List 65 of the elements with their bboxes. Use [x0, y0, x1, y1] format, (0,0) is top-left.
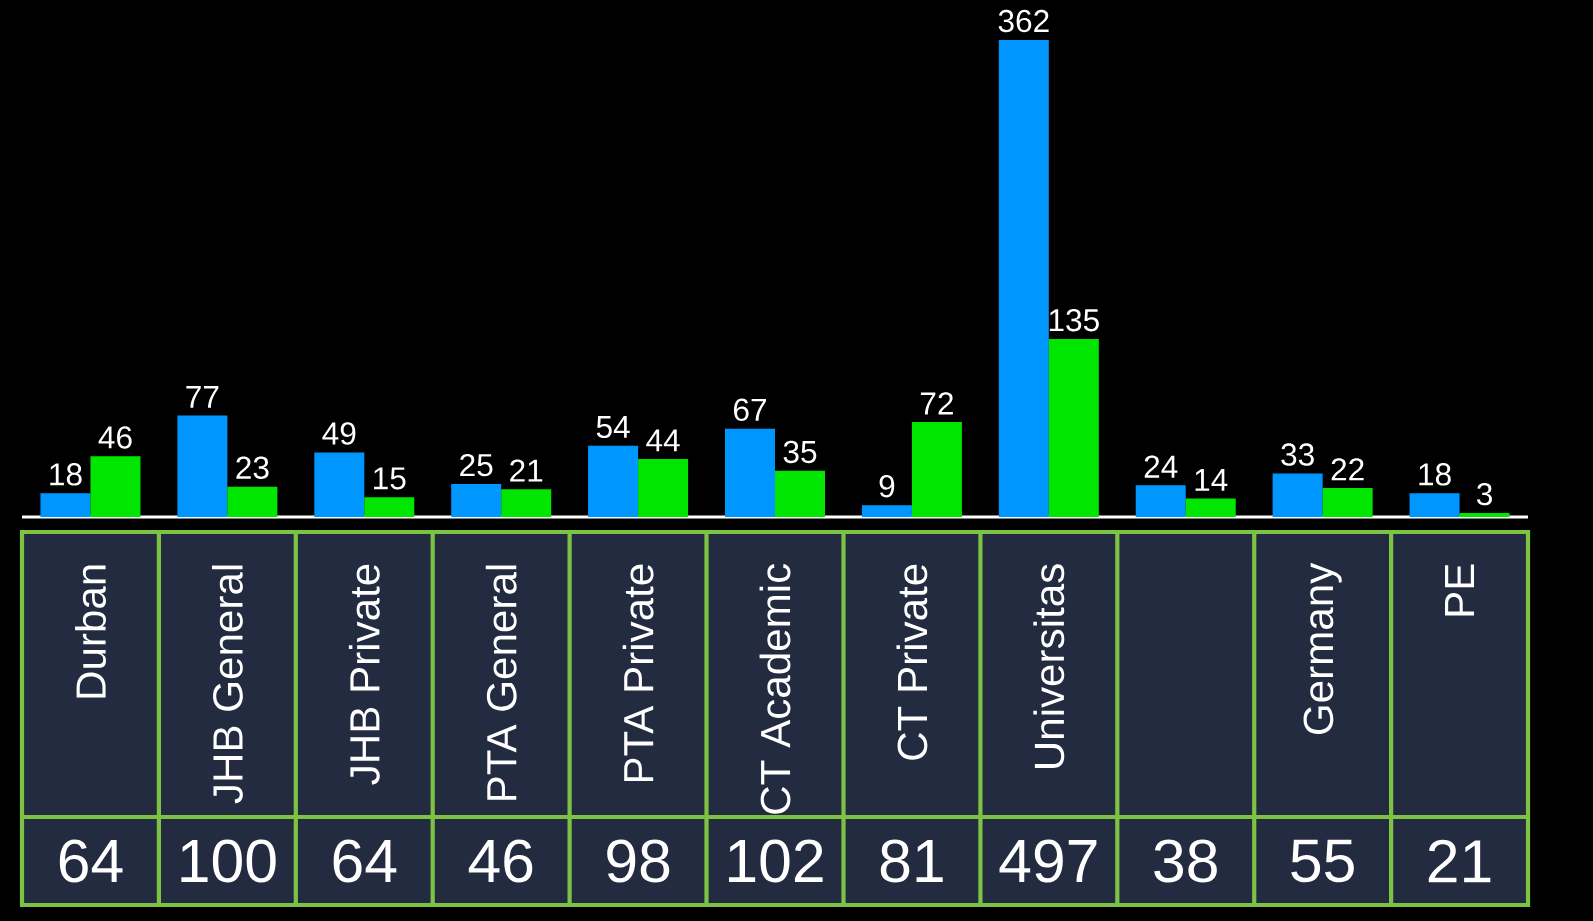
- data-label: 18: [50, 463, 82, 486]
- bar: [1185, 498, 1236, 517]
- x-tick-label: CT Academic: [759, 563, 791, 814]
- bar: [1135, 485, 1186, 517]
- bar: [638, 459, 689, 517]
- data-label: 33: [1281, 443, 1314, 466]
- bar: [1459, 513, 1510, 517]
- data-label: 362: [998, 9, 1049, 33]
- x-tick-label: JHB General: [211, 565, 243, 804]
- data-label: 22: [1331, 458, 1364, 481]
- bar: [227, 486, 278, 517]
- bar: [775, 470, 825, 517]
- text: 21: [1428, 839, 1491, 883]
- x-tick-label: Durban: [75, 565, 106, 698]
- data-label: 18: [1419, 463, 1451, 486]
- text: 102: [728, 839, 823, 883]
- data-label: 9: [879, 474, 895, 498]
- data-label: 135: [1049, 308, 1099, 332]
- text: 55: [1291, 839, 1354, 883]
- data-label: 14: [1195, 469, 1228, 491]
- data-label: 72: [920, 392, 953, 415]
- x-tick-label: Universitas: [1033, 564, 1065, 769]
- x-tick-label: PTA General: [485, 565, 517, 800]
- data-label: 44: [646, 429, 680, 452]
- bar: [588, 445, 639, 517]
- bar: [90, 456, 141, 517]
- bar: [1322, 488, 1373, 517]
- x-tick-label: PTA Private: [622, 564, 654, 782]
- bar: [911, 422, 962, 517]
- bar: [451, 484, 502, 517]
- data-label: 35: [783, 440, 817, 464]
- bar: [998, 39, 1049, 517]
- bar: [314, 452, 365, 517]
- data-label: 67: [734, 398, 766, 421]
- data-label: 24: [1144, 455, 1178, 478]
- text: 98: [607, 839, 670, 883]
- bar: [1272, 473, 1323, 517]
- bar: [364, 497, 415, 517]
- x-tick-label: PE: [1445, 564, 1475, 616]
- text: 100: [181, 839, 276, 883]
- bar: [1409, 493, 1460, 517]
- text: 497: [999, 839, 1097, 883]
- data-label: 15: [374, 467, 406, 490]
- data-label: 54: [596, 416, 630, 439]
- data-label: 46: [98, 426, 132, 449]
- bar: [861, 505, 912, 517]
- text: 64: [333, 839, 397, 883]
- data-label: 77: [186, 386, 219, 408]
- bar: [177, 415, 228, 517]
- text: 81: [880, 839, 943, 883]
- data-label: 49: [322, 422, 356, 445]
- data-label: 21: [510, 459, 543, 482]
- x-tick-label: CT Private: [896, 564, 928, 760]
- text: 46: [468, 839, 533, 883]
- data-label: 23: [236, 456, 269, 479]
- bar: [40, 493, 91, 517]
- bar: [501, 489, 552, 517]
- x-tick-label: Germany: [1303, 562, 1342, 735]
- data-label: 3: [1476, 482, 1492, 506]
- bar: [725, 428, 776, 517]
- text: 38: [1154, 839, 1217, 883]
- x-tick-label: JHB Private: [348, 564, 380, 785]
- bar: [1048, 339, 1099, 517]
- data-label: 25: [460, 453, 493, 477]
- text: 64: [59, 839, 123, 883]
